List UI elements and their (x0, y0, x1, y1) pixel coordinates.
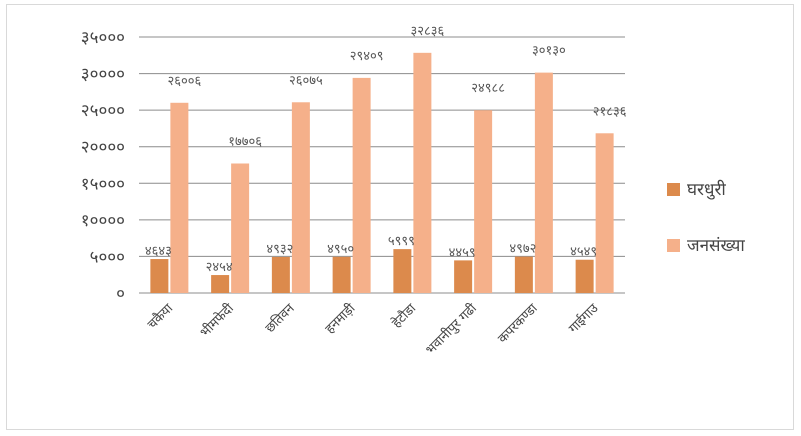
data-label-population: २४९८८ (471, 81, 505, 96)
data-label-households: ४९३२ (266, 242, 293, 257)
legend-swatch (667, 239, 680, 252)
y-tick-label: ५००० (90, 247, 125, 267)
x-tick-label: गाईगाउ (565, 300, 602, 337)
bar-population (231, 163, 250, 293)
data-label-population: २१८३६ (593, 104, 627, 119)
data-label-households: ४९५० (327, 242, 354, 257)
x-tick-label: हेटौडा (389, 300, 420, 331)
legend-label: जनसंख्या (687, 236, 745, 256)
legend-swatch (667, 183, 680, 196)
bar-households (271, 256, 290, 293)
data-label-households: ५९९९ (388, 234, 415, 249)
x-tick-label: भवानीपुर गढी (423, 300, 481, 358)
chart-frame: ० ५००० १०००० १५००० २०००० २५००० ३०००० ३५००० ४६४३… (6, 4, 794, 430)
bar-population (413, 52, 432, 294)
data-label-households: ४६४३ (145, 244, 172, 259)
data-label-population: २६००६ (167, 74, 201, 89)
y-tick-label: १०००० (81, 211, 125, 231)
y-tick-label: २०००० (81, 138, 125, 158)
bar-households (150, 259, 169, 293)
y-axis-ticks: ० ५००० १०००० १५००० २०००० २५००० ३०००० ३५००० (81, 28, 125, 304)
y-tick-label: ० (116, 284, 125, 304)
data-label-population: २९४०९ (350, 49, 384, 64)
bar-population (595, 133, 614, 293)
x-tick-label: भीमफेदी (197, 300, 237, 340)
data-label-households: ४९७२ (509, 242, 536, 257)
x-tick-label: कपरकण्डा (495, 301, 541, 347)
data-label-households: ४४५९ (449, 245, 476, 260)
bar-population (534, 72, 553, 293)
data-label-households: ४५४९ (570, 245, 597, 260)
data-label-population: ३२८३६ (410, 24, 444, 39)
bar-households (575, 259, 594, 293)
bar-population (291, 102, 310, 293)
bars (150, 52, 614, 294)
y-tick-label: २५००० (81, 101, 125, 121)
gridlines (139, 36, 625, 294)
bar-population (474, 110, 493, 294)
bar-households (454, 260, 473, 293)
data-label-population: २६०७५ (289, 73, 323, 88)
y-tick-label: ३०००० (81, 65, 125, 85)
bar-households (514, 256, 533, 293)
x-tick-label: हनमाड़ी (322, 300, 359, 337)
x-axis-labels: चकैया भीमफेदी छतिवन हनमाड़ी हेटौडा भवानीपुर ग… (144, 300, 602, 358)
bar-households (211, 275, 230, 293)
legend: घरधुरी जनसंख्या (667, 179, 745, 256)
legend-label: घरधुरी (687, 179, 726, 200)
y-tick-label: ३५००० (81, 28, 125, 48)
bar-households (332, 256, 351, 293)
bar-population (352, 77, 371, 294)
data-label-population: १७७०६ (228, 134, 262, 149)
x-tick-label: छतिवन (262, 300, 298, 336)
data-label-households: २४५४ (206, 260, 233, 275)
data-label-population: ३०१३० (532, 44, 566, 59)
y-tick-label: १५००० (81, 174, 125, 194)
bar-population (170, 102, 189, 293)
bar-chart: ० ५००० १०००० १५००० २०००० २५००० ३०००० ३५००० ४६४३… (81, 24, 746, 358)
bar-households (393, 249, 412, 293)
x-tick-label: चकैया (144, 300, 176, 332)
data-labels: ४६४३ २६००६ २४५४ १७७०६ ४९३२ २६०७५ ४९५० २९४०९ ५९९९… (145, 24, 627, 275)
